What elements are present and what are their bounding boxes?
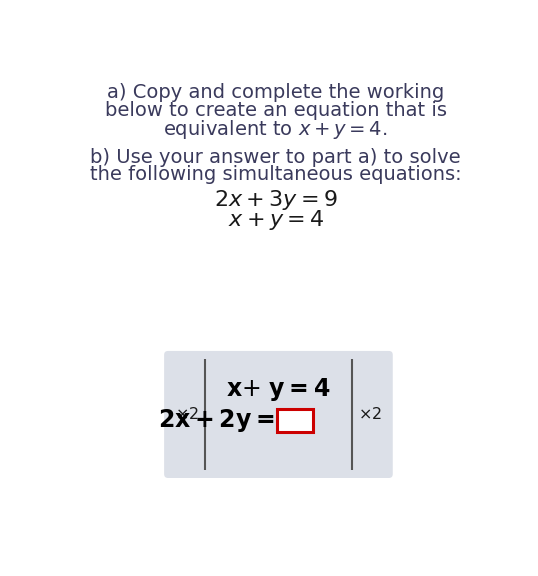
Text: equivalent to $x + y = 4$.: equivalent to $x + y = 4$. [164,119,388,141]
Text: b) Use your answer to part a) to solve: b) Use your answer to part a) to solve [90,147,461,166]
Bar [277,409,313,432]
Text: a) Copy and complete the working: a) Copy and complete the working [107,83,444,102]
Text: $\mathbf{x}$$ + \ $$\mathbf{y = 4}$: $\mathbf{x}$$ + \ $$\mathbf{y = 4}$ [226,376,331,403]
Text: $\mathbf{2x + 2y =}$: $\mathbf{2x + 2y =}$ [158,407,274,434]
Text: $\times 2$: $\times 2$ [358,407,382,422]
Text: below to create an equation that is: below to create an equation that is [105,101,447,120]
FancyBboxPatch shape [164,351,393,478]
Text: $2x + 3y = 9$: $2x + 3y = 9$ [214,188,338,212]
Text: $x + y = 4$: $x + y = 4$ [228,209,324,233]
Text: $\times 2$: $\times 2$ [175,407,199,422]
Text: the following simultaneous equations:: the following simultaneous equations: [90,165,462,184]
